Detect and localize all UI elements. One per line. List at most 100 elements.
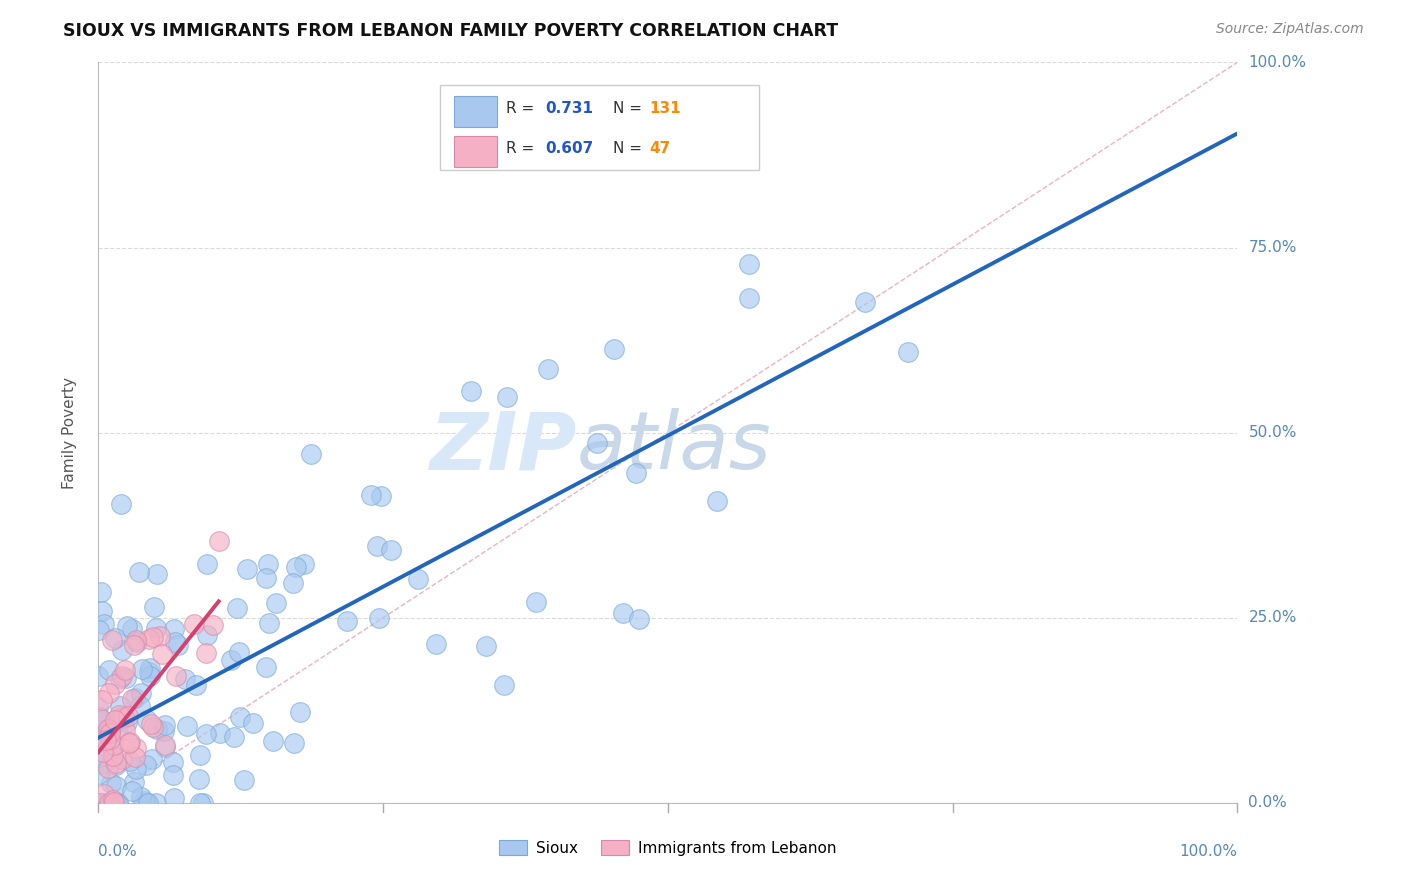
Point — [110, 709, 132, 723]
Point — [195, 557, 218, 571]
Point — [90, 605, 112, 619]
Point — [100, 633, 122, 648]
Point — [153, 740, 176, 755]
Point — [87, 796, 110, 810]
Point — [115, 619, 138, 633]
Point — [104, 631, 127, 645]
Point — [110, 671, 132, 685]
Point — [259, 615, 281, 630]
Text: 0.0%: 0.0% — [98, 844, 138, 858]
Point — [228, 645, 250, 659]
Point — [149, 630, 172, 644]
Point — [97, 796, 120, 810]
Point — [105, 796, 128, 810]
Point — [104, 713, 127, 727]
Point — [89, 796, 111, 810]
Point — [368, 611, 391, 625]
Text: R =: R = — [506, 141, 540, 156]
Point — [107, 796, 129, 810]
Point — [285, 559, 308, 574]
Point — [101, 741, 124, 756]
Point — [460, 384, 482, 398]
Point — [229, 710, 252, 724]
Point — [142, 630, 165, 644]
Point — [128, 565, 150, 579]
Point — [195, 727, 218, 741]
Point — [87, 796, 110, 810]
Legend: Sioux, Immigrants from Lebanon: Sioux, Immigrants from Lebanon — [494, 834, 842, 862]
Point — [141, 752, 163, 766]
Point — [603, 342, 626, 356]
Point — [706, 494, 728, 508]
Point — [131, 662, 153, 676]
Point — [117, 708, 139, 723]
Point — [125, 635, 148, 649]
Point — [492, 678, 515, 692]
Point — [254, 571, 277, 585]
Point — [242, 716, 264, 731]
Point — [97, 686, 120, 700]
Point — [475, 639, 498, 653]
Point — [194, 646, 217, 660]
Point — [335, 614, 357, 628]
Point — [93, 787, 115, 801]
Point — [124, 638, 146, 652]
Point — [121, 784, 143, 798]
Point — [104, 756, 127, 770]
Point — [496, 390, 519, 404]
Point — [163, 635, 186, 649]
Point — [190, 747, 212, 762]
Point — [87, 700, 110, 714]
Point — [142, 720, 165, 734]
Text: 50.0%: 50.0% — [1249, 425, 1296, 440]
Point — [897, 345, 920, 359]
Point — [537, 362, 560, 376]
Point — [111, 643, 134, 657]
Point — [90, 584, 112, 599]
Point — [91, 746, 114, 760]
Point — [121, 622, 143, 636]
Point — [97, 663, 120, 677]
Point — [162, 755, 184, 769]
Point — [738, 257, 761, 271]
Point — [124, 750, 146, 764]
Text: 100.0%: 100.0% — [1180, 844, 1237, 858]
Point — [105, 724, 128, 739]
Point — [146, 722, 169, 736]
Point — [98, 718, 121, 732]
Point — [193, 796, 215, 810]
Point — [112, 711, 135, 725]
Point — [101, 752, 124, 766]
Point — [292, 557, 315, 571]
Point — [110, 669, 132, 683]
Point — [208, 533, 231, 548]
Point — [89, 623, 111, 637]
Point — [145, 796, 167, 810]
Point — [425, 637, 447, 651]
Point — [209, 725, 232, 739]
Text: N =: N = — [613, 141, 647, 156]
Point — [124, 690, 146, 705]
Point — [112, 709, 135, 723]
Text: 131: 131 — [650, 101, 682, 116]
Point — [183, 617, 205, 632]
Point — [89, 749, 111, 764]
Point — [136, 713, 159, 727]
Point — [98, 725, 121, 739]
Text: 75.0%: 75.0% — [1249, 240, 1296, 255]
Point — [174, 673, 197, 687]
Point — [91, 757, 114, 772]
FancyBboxPatch shape — [454, 136, 498, 167]
Point — [97, 722, 120, 736]
Point — [104, 796, 127, 810]
Point — [128, 699, 150, 714]
Point — [236, 562, 259, 576]
Point — [115, 671, 138, 685]
Point — [612, 606, 634, 620]
Point — [264, 595, 287, 609]
Point — [165, 669, 187, 683]
Point — [201, 618, 224, 632]
Point — [120, 754, 142, 768]
Point — [111, 752, 134, 766]
Point — [121, 692, 143, 706]
